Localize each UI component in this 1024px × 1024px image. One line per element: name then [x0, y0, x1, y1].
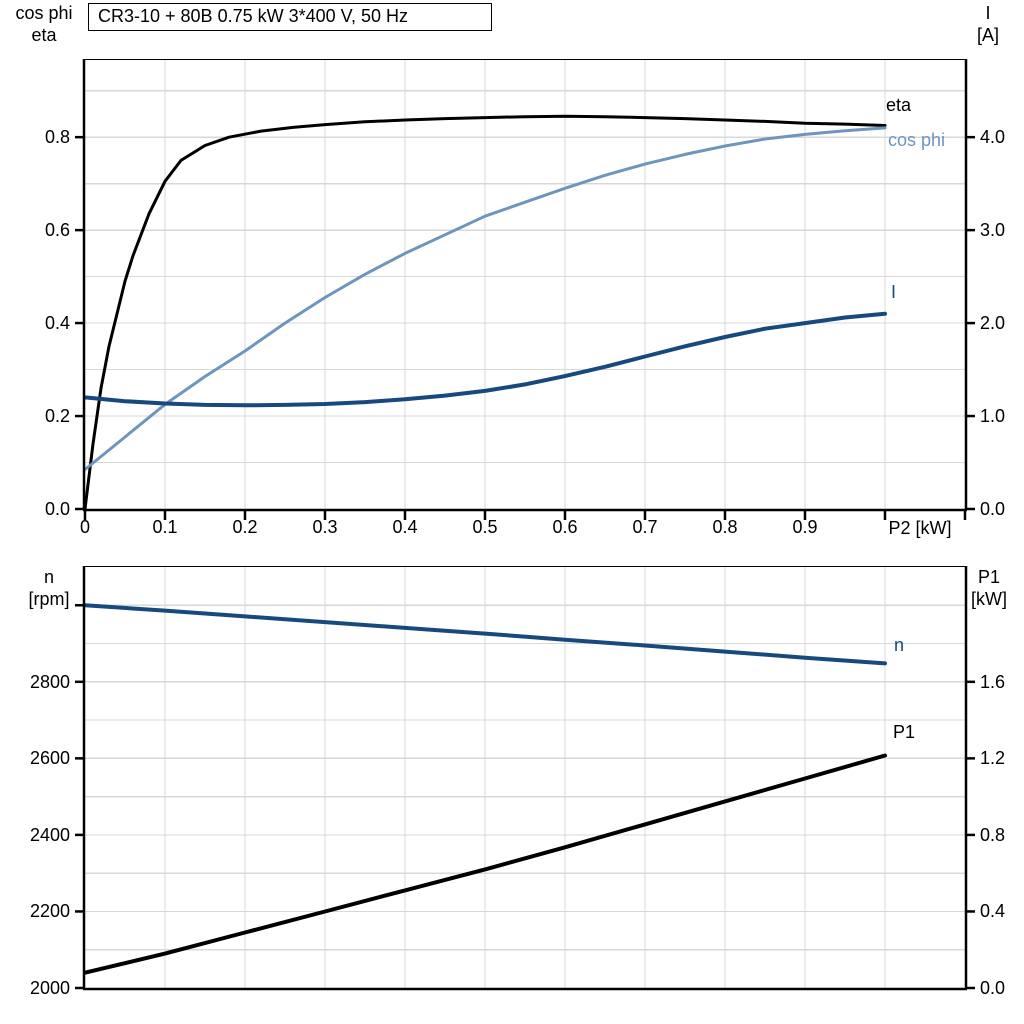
- tick-label: 0.1: [152, 517, 178, 537]
- tick-label: 0.6: [552, 517, 578, 537]
- curve-speed: [83, 603, 887, 666]
- chart-title: CR3-10 + 80B 0.75 kW 3*400 V, 50 Hz: [98, 6, 409, 26]
- tick-label: 2600: [29, 748, 70, 769]
- axis-title-p1: P1: [977, 567, 1001, 587]
- tick-label: 0.3: [312, 517, 338, 537]
- tick-label: 0.2: [44, 406, 70, 427]
- tick-label: 0.4: [392, 517, 418, 537]
- axis-title-p1-unit: [kW]: [971, 589, 1007, 609]
- axis-title-cos-phi: cos phi: [15, 3, 73, 23]
- tick-label: 4.0: [980, 127, 1006, 148]
- tick-label: 0.4: [980, 901, 1006, 922]
- tick-label: 1.2: [980, 748, 1006, 769]
- tick-label: 0: [79, 517, 91, 537]
- tick-label: 0.5: [472, 517, 498, 537]
- motor-efficiency-chart: [75, 59, 975, 520]
- curve-label-eta: eta: [886, 95, 912, 115]
- tick-label: 2800: [29, 671, 70, 692]
- tick-label: 0.8: [712, 517, 738, 537]
- tick-label: 3.0: [980, 220, 1006, 241]
- tick-label: 2.0: [980, 313, 1006, 334]
- curve-label-cos-phi: cos phi: [888, 130, 946, 150]
- curve-label-p1: P1: [893, 722, 916, 742]
- tick-label: 0.2: [232, 517, 258, 537]
- tick-label: 1.0: [980, 406, 1006, 427]
- curve-cos-phi: [83, 126, 887, 471]
- bottom-left-axis-title: n [rpm]: [10, 566, 88, 610]
- tick-label: 0.0: [980, 978, 1006, 998]
- tick-label: 0.6: [44, 220, 70, 241]
- tick-label: 0.7: [632, 517, 658, 537]
- tick-label: 0.4: [44, 313, 70, 334]
- curve-current: [83, 311, 887, 408]
- tick-label: 0.0: [44, 499, 70, 519]
- tick-label: 2400: [29, 824, 70, 845]
- curve-label-speed: n: [894, 635, 905, 655]
- chart-title-box: CR3-10 + 80B 0.75 kW 3*400 V, 50 Hz: [88, 3, 492, 31]
- axis-title-speed: n: [43, 567, 54, 587]
- bottom-right-axis-title: P1 [kW]: [956, 566, 1022, 610]
- top-left-axis-title: cos phi eta: [4, 2, 84, 46]
- tick-label: 0.8: [44, 127, 70, 148]
- curve-input-power: [83, 753, 887, 975]
- tick-label: 0.0: [980, 499, 1006, 519]
- axis-title-speed-unit: [rpm]: [28, 589, 70, 609]
- x-axis-label: P2 [kW]: [888, 518, 952, 538]
- axis-title-current-unit: [A]: [976, 25, 999, 45]
- axis-title-eta: eta: [31, 25, 57, 45]
- curve-eta: [83, 114, 887, 511]
- curve-label-current: I: [891, 282, 897, 302]
- tick-label: 0.9: [792, 517, 818, 537]
- tick-label: 2200: [29, 901, 70, 922]
- tick-label: 0.8: [980, 824, 1006, 845]
- tick-label: 1.6: [980, 671, 1006, 692]
- top-right-axis-title: I [A]: [956, 2, 1020, 46]
- speed-power-chart: [75, 566, 975, 991]
- axis-title-current: I: [985, 3, 991, 23]
- tick-label: 2000: [29, 978, 70, 998]
